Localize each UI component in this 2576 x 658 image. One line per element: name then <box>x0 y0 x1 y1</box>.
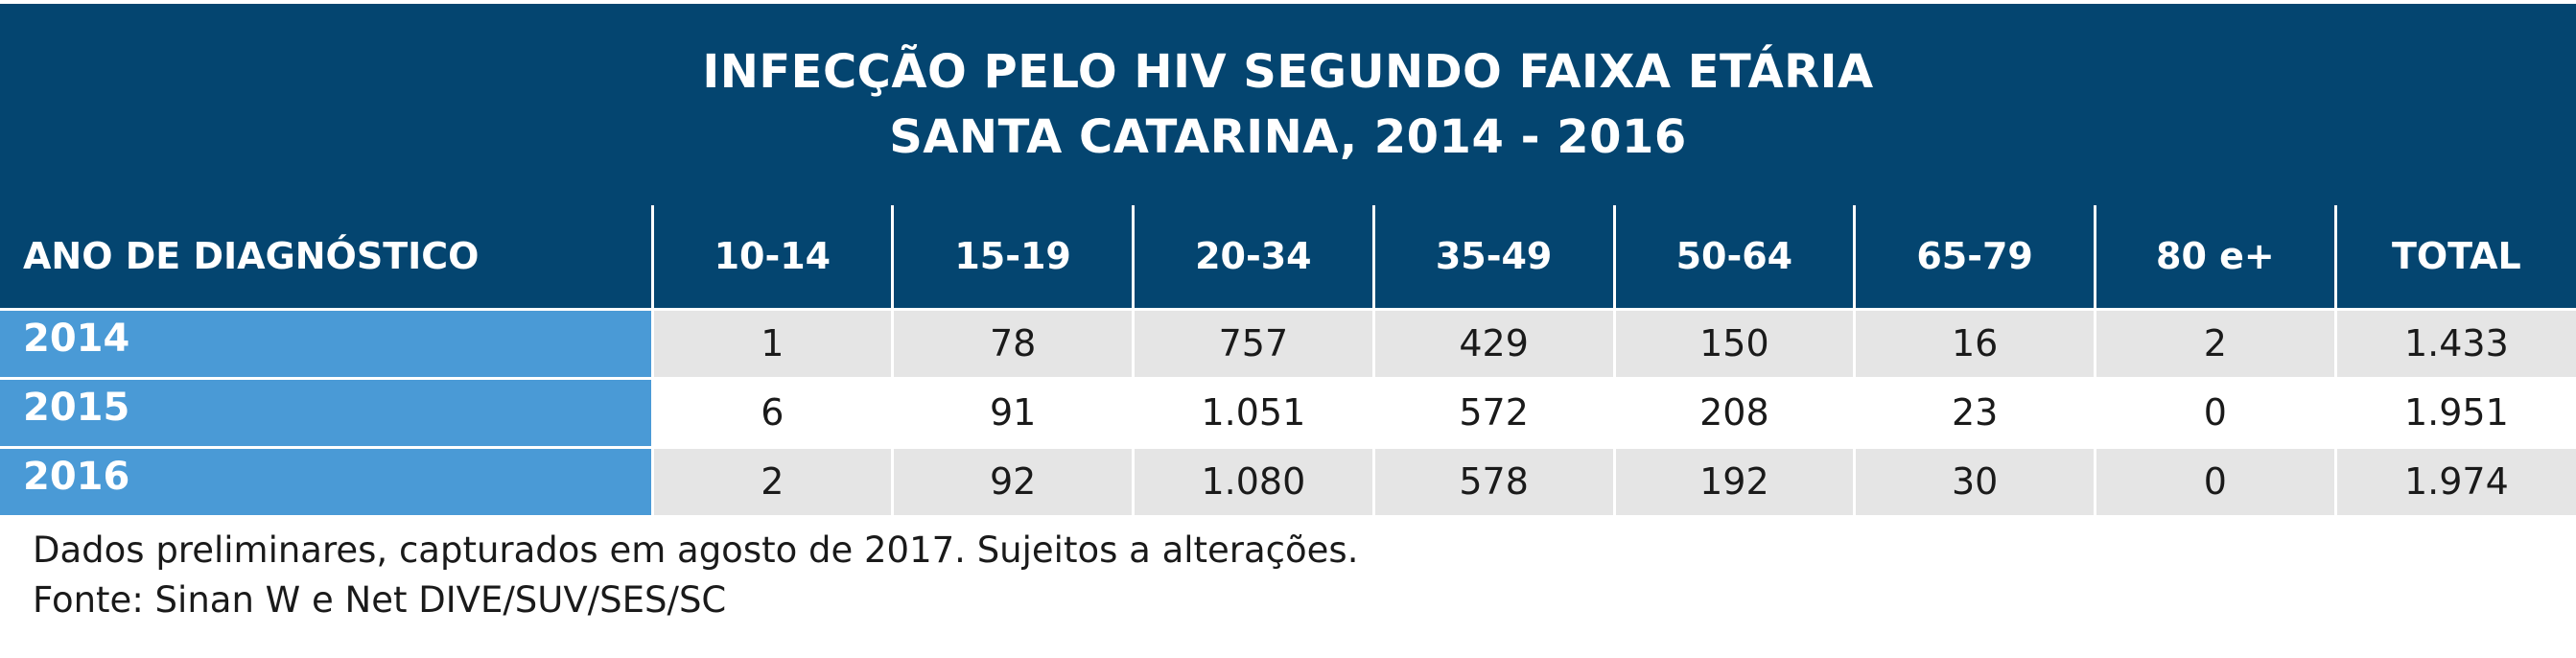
table-cell: 30 <box>1853 447 2096 518</box>
table-row: 2014 1 78 757 429 150 16 2 1.433 <box>0 309 2576 380</box>
table-cell: 2 <box>650 447 893 518</box>
table-row: 2016 2 92 1.080 578 192 30 0 1.974 <box>0 447 2576 518</box>
table-title-banner: INFECÇÃO PELO HIV SEGUNDO FAIXA ETÁRIA S… <box>0 4 2576 205</box>
title-line-2: SANTA CATARINA, 2014 - 2016 <box>889 110 1687 164</box>
col-header-10-14: 10-14 <box>650 205 893 311</box>
table-cell-total: 1.433 <box>2333 309 2576 380</box>
col-header-35-49: 35-49 <box>1371 205 1614 311</box>
table-cell: 0 <box>2094 447 2336 518</box>
table-cell: 1.080 <box>1132 447 1374 518</box>
title-line-1: INFECÇÃO PELO HIV SEGUNDO FAIXA ETÁRIA <box>702 45 1874 99</box>
table-cell: 757 <box>1132 309 1374 380</box>
table-row: 2015 6 91 1.051 572 208 23 0 1.951 <box>0 378 2576 449</box>
col-header-total: TOTAL <box>2333 205 2576 311</box>
col-header-50-64: 50-64 <box>1612 205 1855 311</box>
table-cell-total: 1.974 <box>2333 447 2576 518</box>
year-label-2015: 2015 <box>0 378 652 449</box>
year-label-2014: 2014 <box>0 309 652 380</box>
data-table: ANO DE DIAGNÓSTICO 10-14 15-19 20-34 35-… <box>0 205 2576 518</box>
table-cell: 150 <box>1612 309 1855 380</box>
col-header-15-19: 15-19 <box>891 205 1134 311</box>
table-cell: 92 <box>891 447 1134 518</box>
table-cell: 1.051 <box>1132 378 1374 449</box>
header-row: ANO DE DIAGNÓSTICO 10-14 15-19 20-34 35-… <box>0 205 2576 311</box>
table-cell: 78 <box>891 309 1134 380</box>
col-header-20-34: 20-34 <box>1132 205 1374 311</box>
table-cell: 208 <box>1612 378 1855 449</box>
col-header-65-79: 65-79 <box>1853 205 2096 311</box>
table-cell-total: 1.951 <box>2333 378 2576 449</box>
table-cell: 1 <box>650 309 893 380</box>
table-cell: 572 <box>1371 378 1614 449</box>
footnote-preliminary: Dados preliminares, capturados em agosto… <box>33 529 1359 571</box>
row-header-label: ANO DE DIAGNÓSTICO <box>0 205 652 311</box>
table-cell: 6 <box>650 378 893 449</box>
table-cell: 91 <box>891 378 1134 449</box>
year-label-2016: 2016 <box>0 447 652 518</box>
table-cell: 578 <box>1371 447 1614 518</box>
footnotes: Dados preliminares, capturados em agosto… <box>33 526 1358 625</box>
col-header-80-plus: 80 e+ <box>2094 205 2336 311</box>
table-cell: 429 <box>1371 309 1614 380</box>
table-cell: 192 <box>1612 447 1855 518</box>
table-cell: 0 <box>2094 378 2336 449</box>
table-cell: 16 <box>1853 309 2096 380</box>
footnote-source: Fonte: Sinan W e Net DIVE/SUV/SES/SC <box>33 579 727 621</box>
table-cell: 23 <box>1853 378 2096 449</box>
table-cell: 2 <box>2094 309 2336 380</box>
